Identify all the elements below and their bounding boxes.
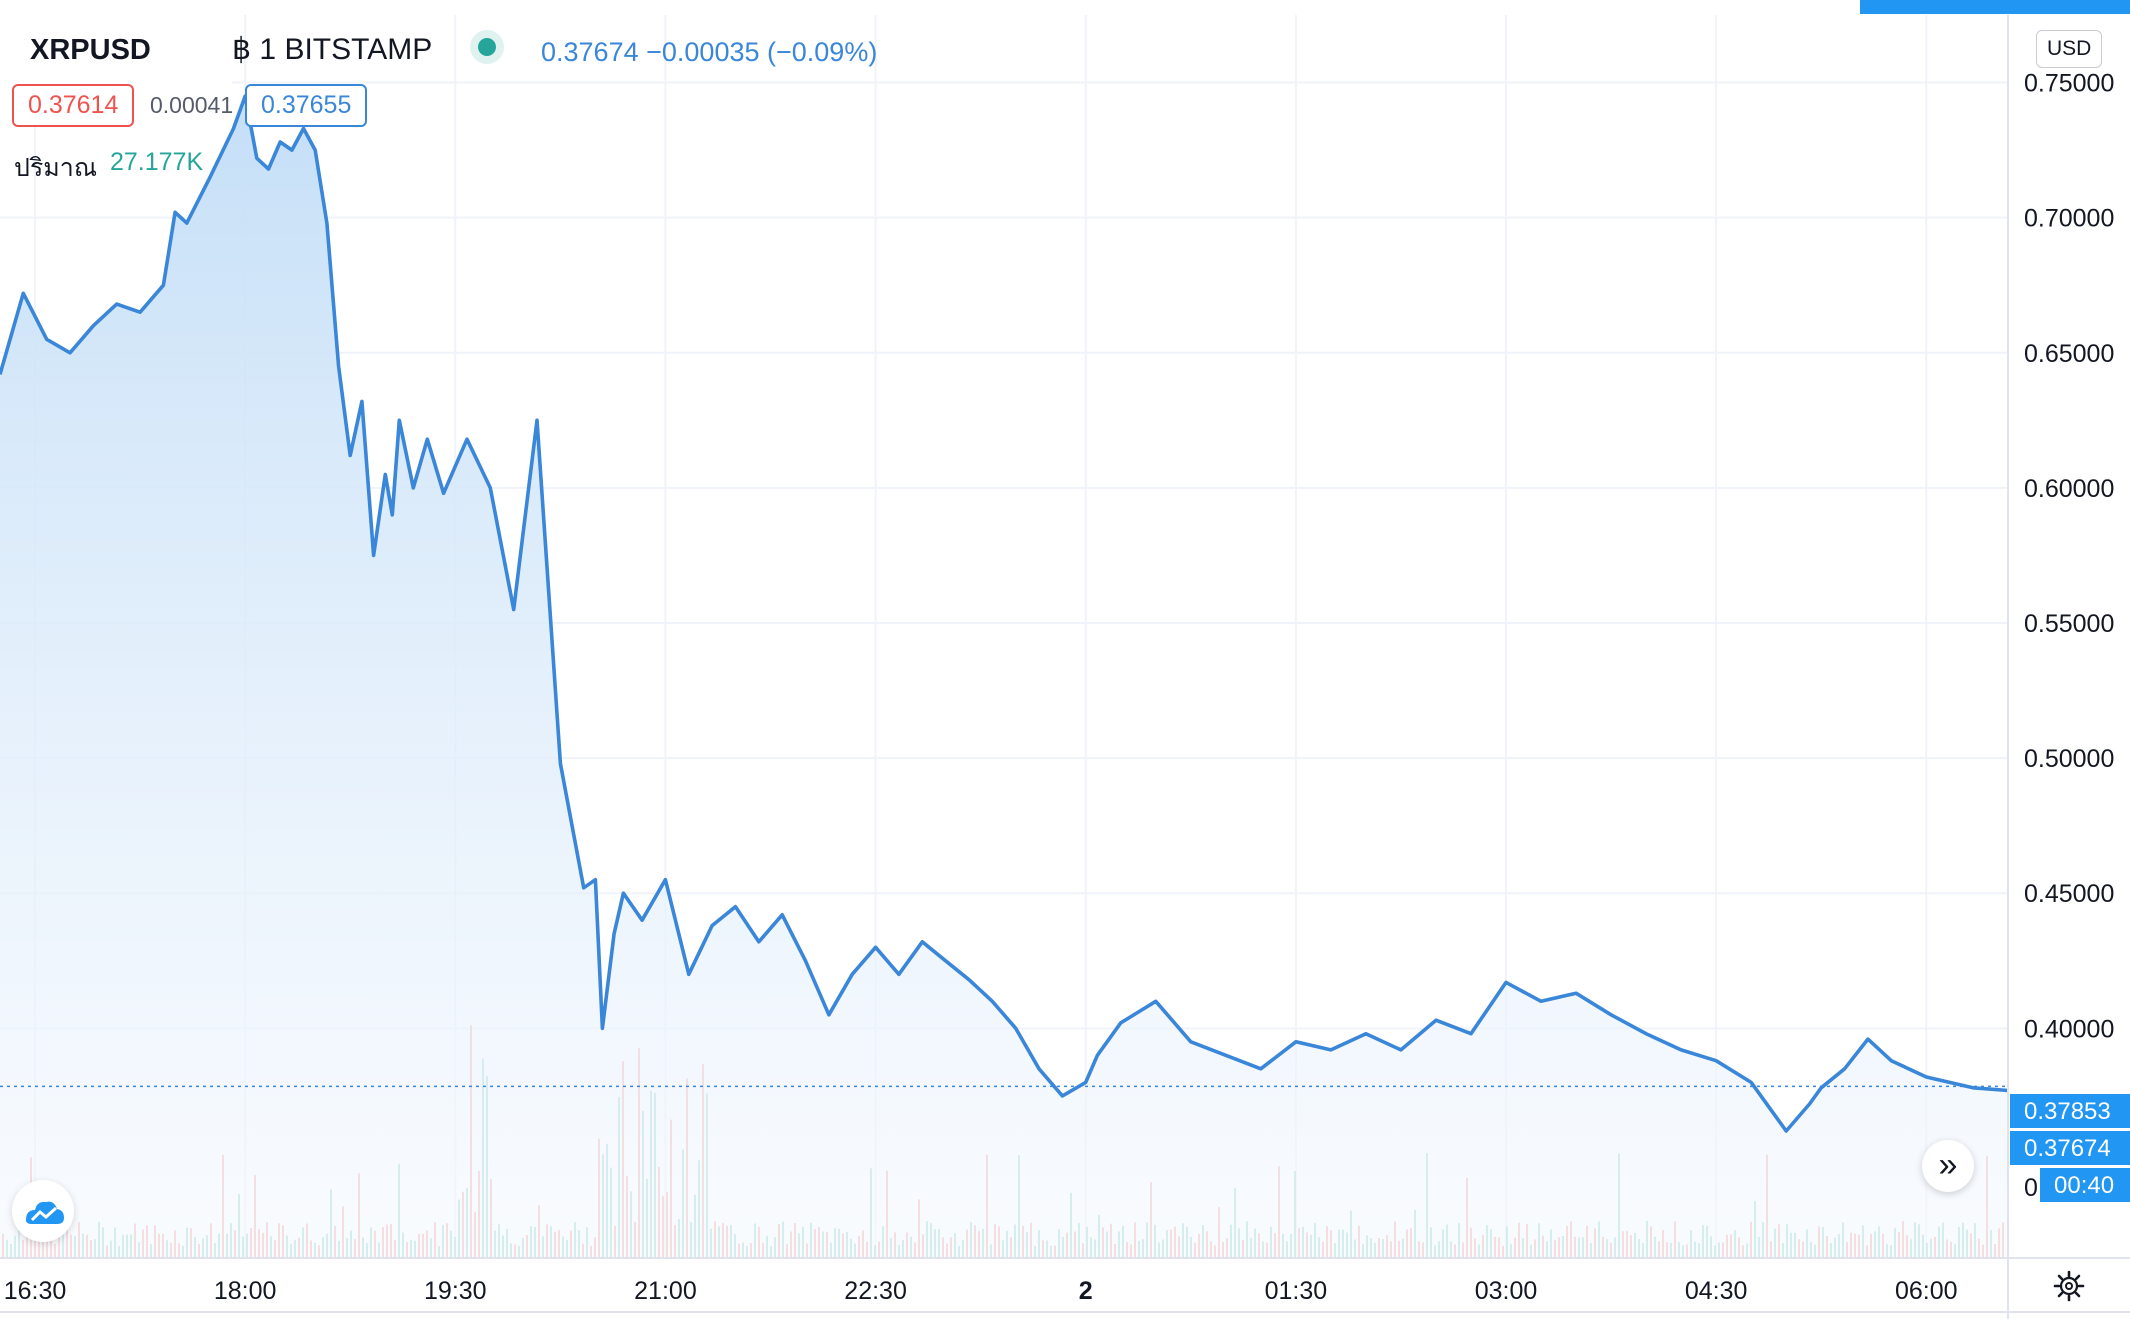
interval-label: ฿ 1 [232, 33, 277, 66]
y-tick-label: 0.55000 [2024, 610, 2114, 638]
x-tick-label: 06:00 [1895, 1277, 1958, 1305]
x-tick-label: 22:30 [844, 1277, 907, 1305]
price-tag-label: 0.37853 [2024, 1098, 2111, 1125]
x-tick-label: 04:30 [1685, 1277, 1748, 1305]
x-tick-label: 19:30 [424, 1277, 487, 1305]
price-change-readout: 0.37674 −0.00035 (−0.09%) [541, 37, 877, 68]
volume-label: ปริมาณ [14, 154, 98, 182]
symbol-name[interactable]: XRPUSD [30, 34, 151, 66]
tradingview-cloud-icon [26, 1201, 64, 1224]
y-tick-label: 0.70000 [2024, 205, 2114, 233]
price-line [0, 94, 2009, 1133]
market-status-icon[interactable] [478, 38, 496, 56]
x-tick-label: 01:30 [1265, 1277, 1328, 1305]
y-tick-label: 0.60000 [2024, 475, 2114, 503]
chart-settings-button[interactable] [2053, 1270, 2085, 1302]
gear-icon [2053, 1270, 2085, 1302]
currency-button[interactable]: USD [2036, 30, 2103, 68]
y-tick-label: 0. [2024, 1174, 2045, 1202]
volume-value: 27.177K [110, 148, 204, 176]
exchange-label: BITSTAMP [284, 33, 433, 66]
x-tick-label: 03:00 [1475, 1277, 1538, 1305]
x-tick-label: 21:00 [634, 1277, 697, 1305]
price-area-fill [0, 96, 2008, 1259]
y-tick-label: 0.50000 [2024, 745, 2114, 773]
y-tick-label: 0.65000 [2024, 340, 2114, 368]
double-chevron-right-icon: » [1938, 1146, 1958, 1184]
price-tag-label: 0.37674 [2024, 1135, 2111, 1162]
price-tag-label: 00:40 [2054, 1172, 2114, 1199]
tradingview-logo-button[interactable] [12, 1180, 74, 1242]
buy-price-button[interactable]: 0.37655 [245, 84, 368, 127]
price-tag [2040, 1168, 2130, 1202]
legend-panel [0, 15, 232, 93]
y-tick-label: 0.40000 [2024, 1015, 2114, 1043]
price-tag [2010, 1131, 2130, 1165]
scroll-to-realtime-button[interactable]: » [1922, 1140, 1974, 1192]
price-tag [2010, 1094, 2130, 1128]
change-percent-value: (−0.09%) [767, 37, 878, 67]
y-tick-label: 0.75000 [2024, 70, 2114, 98]
sell-price-button[interactable]: 0.37614 [12, 84, 135, 127]
top-toolbar-accent [1860, 0, 2130, 14]
x-tick-label: 18:00 [214, 1277, 277, 1305]
x-tick-label: 16:30 [4, 1277, 67, 1305]
y-tick-label: 0.45000 [2024, 880, 2114, 908]
spread-value: 0.00041 [150, 92, 234, 118]
last-price-value: 0.37674 [541, 37, 639, 67]
symbol-info: ฿ 1 BITSTAMP [232, 32, 432, 67]
x-tick-label: 2 [1079, 1277, 1093, 1305]
change-value: −0.00035 [646, 37, 760, 67]
